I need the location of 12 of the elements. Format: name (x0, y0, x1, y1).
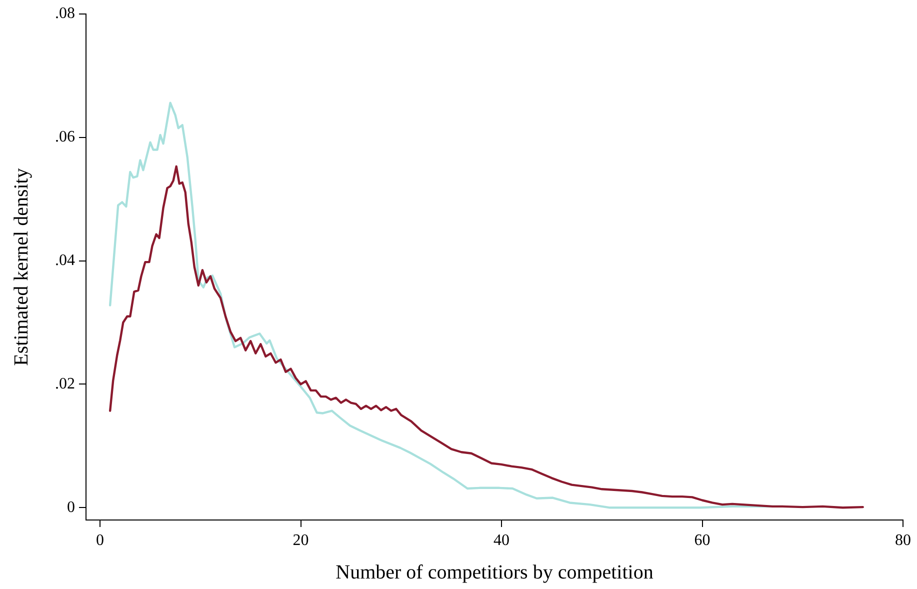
x-tick-label: 40 (494, 532, 510, 549)
x-tick-label: 0 (96, 532, 104, 549)
x-tick-label: 80 (895, 532, 911, 549)
x-tick-label: 20 (292, 532, 309, 549)
x-axis-title: Number of competitiors by competition (336, 561, 654, 584)
y-axis-title: Estimated kernel density (10, 168, 32, 366)
y-tick-label: .02 (55, 375, 75, 392)
y-tick-label: .04 (55, 252, 75, 270)
y-tick-label: 0 (67, 498, 75, 516)
y-tick-label: .06 (55, 128, 75, 146)
x-tick-label: 60 (694, 532, 710, 549)
y-tick-label: .08 (55, 5, 75, 22)
